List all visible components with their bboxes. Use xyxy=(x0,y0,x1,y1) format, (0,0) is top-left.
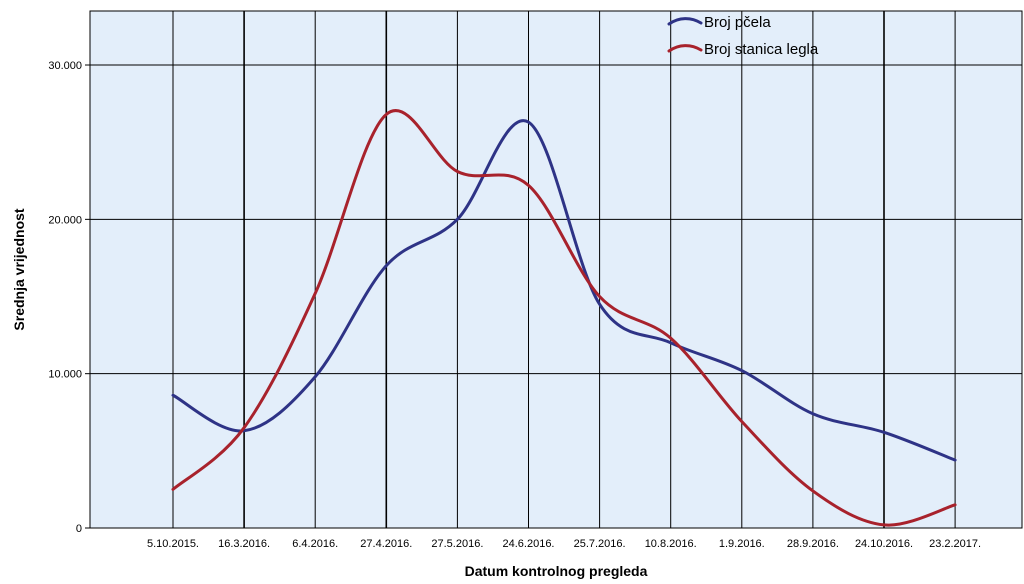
x-axis-title: Datum kontrolnog pregleda xyxy=(465,563,648,579)
legend-label-2: Broj stanica legla xyxy=(704,41,819,58)
y-tick-label: 10.000 xyxy=(48,369,82,381)
legend-swatch-2 xyxy=(667,44,703,53)
y-tick-label: 30.000 xyxy=(48,60,82,72)
x-tick-label: 27.5.2016. xyxy=(431,538,483,550)
axes xyxy=(85,11,1022,529)
legend-swatch-1 xyxy=(667,17,703,26)
grid xyxy=(90,11,1022,528)
y-tick-label: 20.000 xyxy=(48,214,82,226)
y-tick-label: 0 xyxy=(76,523,82,535)
series-line-1 xyxy=(171,119,957,462)
legend: Broj pčela Broj stanica legla xyxy=(667,14,819,58)
x-tick-label: 6.4.2016. xyxy=(292,538,338,550)
x-tick-label: 27.4.2016. xyxy=(360,538,412,550)
x-tick-label: 25.7.2016. xyxy=(574,538,626,550)
series-line-2 xyxy=(171,109,957,527)
legend-label-1: Broj pčela xyxy=(704,14,771,31)
x-tick-label: 24.6.2016. xyxy=(503,538,555,550)
x-tick-label: 5.10.2015. xyxy=(147,538,199,550)
plot-area xyxy=(89,10,1023,529)
x-tick-label: 28.9.2016. xyxy=(787,538,839,550)
y-axis-title: Srednja vrijednost xyxy=(11,208,27,330)
series-lines xyxy=(171,109,957,527)
x-tick-label: 24.10.2016. xyxy=(855,538,913,550)
x-tick-label: 1.9.2016. xyxy=(719,538,765,550)
x-tick-labels: 5.10.2015. 16.3.2016. 6.4.2016. 27.4.2016. 2… xyxy=(147,538,981,550)
x-tick-label: 10.8.2016. xyxy=(645,538,697,550)
x-tick-label: 23.2.2017. xyxy=(929,538,981,550)
y-tick-labels: 0 10.000 20.000 30.000 xyxy=(48,60,82,535)
x-tick-label: 16.3.2016. xyxy=(218,538,270,550)
